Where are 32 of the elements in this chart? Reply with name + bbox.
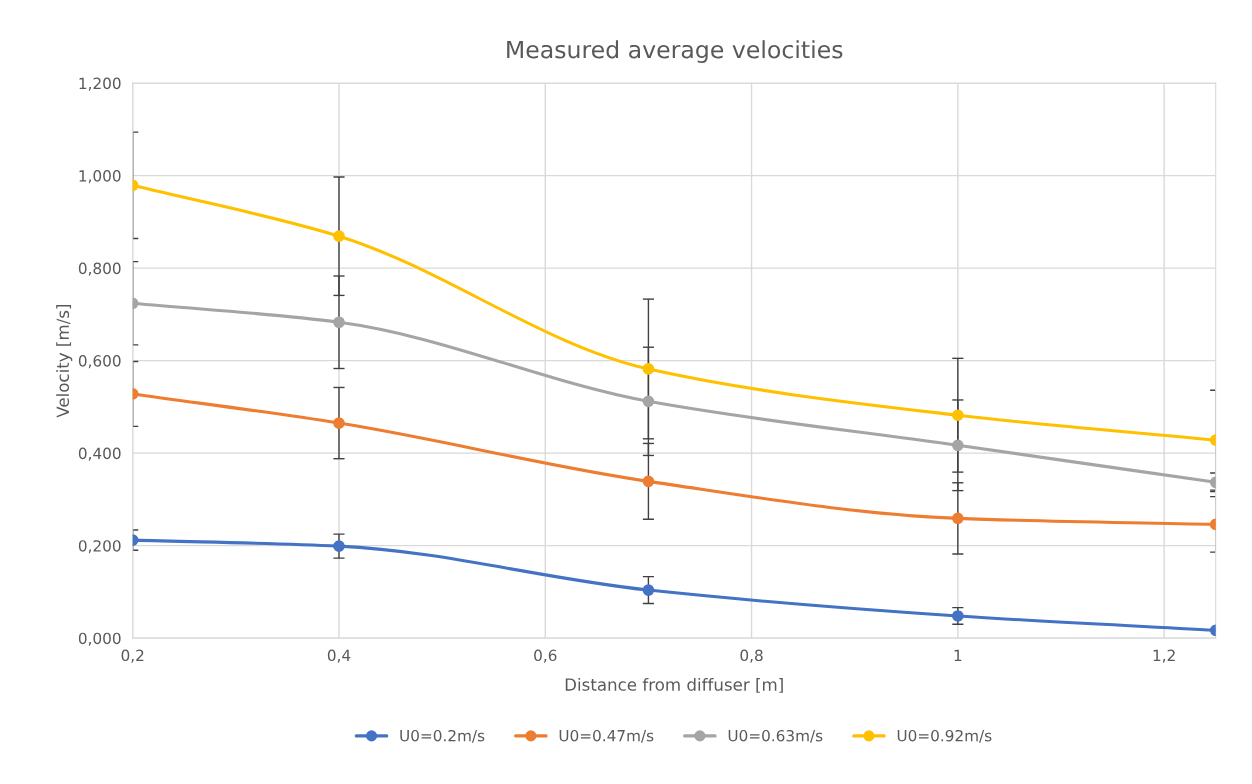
point bbox=[951, 610, 964, 622]
point bbox=[951, 439, 964, 452]
y-axis-title: Velocity [m/s] bbox=[56, 304, 73, 418]
point bbox=[951, 512, 964, 525]
legend-label: U0=0.92m/s bbox=[897, 729, 992, 743]
legend-label: U0=0.2m/s bbox=[400, 729, 485, 743]
legend-label: U0=0.47m/s bbox=[559, 729, 654, 743]
y-tick-label: 0,200 bbox=[78, 540, 121, 554]
y-tick-label: 1,200 bbox=[79, 77, 121, 91]
x-tick-label: 1 bbox=[954, 649, 962, 661]
point bbox=[333, 230, 345, 243]
x-tick-label: 0,8 bbox=[740, 649, 763, 663]
x-tick-label: 0,6 bbox=[534, 649, 557, 663]
y-tick-label: 0,400 bbox=[78, 447, 121, 461]
point bbox=[642, 395, 655, 408]
point bbox=[642, 363, 655, 375]
point bbox=[951, 409, 964, 422]
legend-label: U0=0.63m/s bbox=[728, 729, 823, 743]
point bbox=[333, 540, 345, 552]
y-tick-label: 0,800 bbox=[78, 262, 121, 276]
y-tick-label: 0,000 bbox=[78, 632, 121, 646]
y-tick-label: 1,000 bbox=[79, 170, 121, 184]
x-tick-label: 0,2 bbox=[121, 649, 144, 663]
point bbox=[333, 417, 345, 429]
point bbox=[333, 316, 345, 329]
x-tick-label: 1,2 bbox=[1153, 649, 1175, 663]
x-tick-label: 0,4 bbox=[327, 649, 351, 663]
point bbox=[642, 584, 655, 596]
x-axis-title: Distance from diffuser [m] bbox=[565, 677, 783, 693]
point bbox=[642, 475, 655, 488]
y-tick-label: 0,600 bbox=[78, 355, 121, 369]
chart-title: Measured average velocities bbox=[507, 40, 843, 64]
